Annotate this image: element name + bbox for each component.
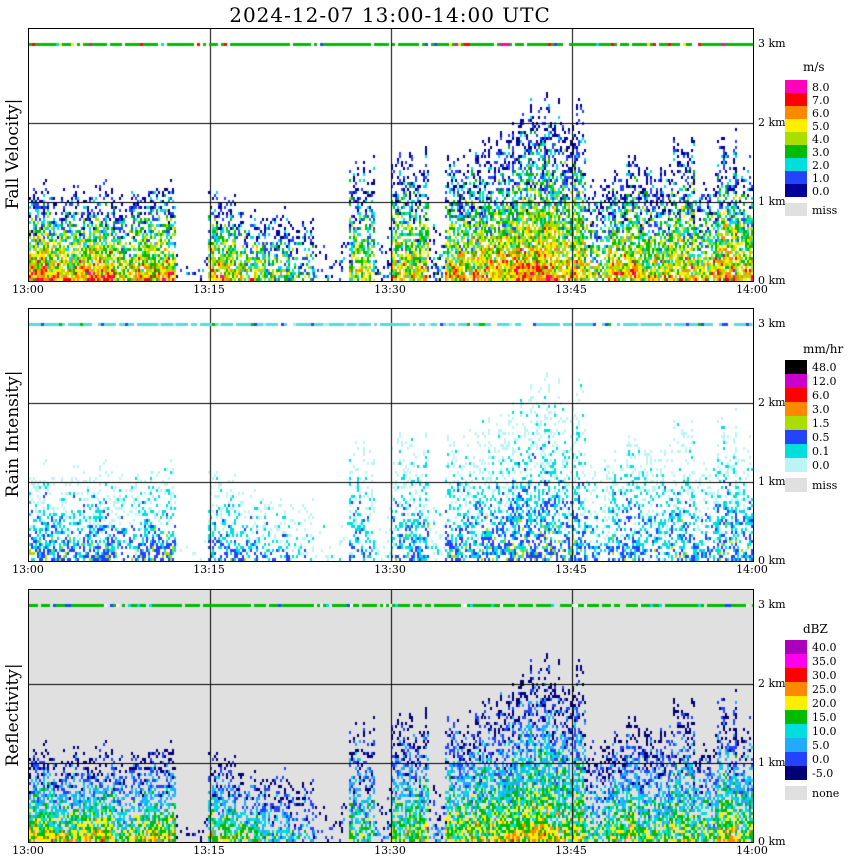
- colorbar-missing-label: none: [812, 787, 840, 800]
- colorbar-cell: [785, 640, 807, 654]
- x-tick-label-reflectivity: 13:00: [12, 844, 44, 857]
- colorbar-cell: [785, 724, 807, 738]
- colorbar-value-label: 35.0: [812, 655, 837, 668]
- colorbar-cell: [785, 93, 807, 106]
- chart-title: 2024-12-07 13:00-14:00 UTC: [229, 3, 551, 27]
- colorbar-cell: [785, 106, 807, 119]
- x-tick-label-rain-intensity: 13:15: [193, 563, 225, 576]
- reflectivity-axis-label: Reflectivity|: [3, 663, 23, 767]
- x-tick-label-fall-velocity: 13:45: [555, 283, 587, 296]
- colorbar-cell: [785, 738, 807, 752]
- colorbar-cell: [785, 710, 807, 724]
- x-tick-label-reflectivity: 13:45: [555, 844, 587, 857]
- height-tick-label: 0 km: [758, 274, 786, 287]
- colorbar-value-label: 20.0: [812, 697, 837, 710]
- height-tick-label: 3 km: [758, 37, 786, 50]
- height-tick-label: 3 km: [758, 317, 786, 330]
- colorbar-value-label: 0.5: [812, 431, 830, 444]
- colorbar-missing-label: miss: [812, 203, 838, 217]
- rain-intensity-axis-label: Rain Intensity|: [3, 370, 23, 498]
- x-tick-label-reflectivity: 14:00: [736, 844, 768, 857]
- colorbar-cell: [785, 766, 807, 780]
- colorbar-cell: [785, 360, 807, 374]
- colorbar-cell: [785, 682, 807, 696]
- height-tick-label: 1 km: [758, 756, 786, 769]
- rain-intensity-heatmap: [28, 308, 754, 562]
- colorbar-value-label: 0.1: [812, 445, 830, 458]
- colorbar-value-label: 1.0: [812, 171, 830, 185]
- x-tick-label-rain-intensity: 13:45: [555, 563, 587, 576]
- colorbar-cell: [785, 668, 807, 682]
- colorbar-value-label: 48.0: [812, 361, 837, 374]
- x-tick-label-fall-velocity: 13:00: [12, 283, 44, 296]
- colorbar-cell: [785, 444, 807, 458]
- colorbar-cell: [785, 145, 807, 158]
- height-tick-label: 1 km: [758, 475, 786, 488]
- colorbar-value-label: 15.0: [812, 711, 837, 724]
- colorbar-cell: [785, 654, 807, 668]
- colorbar-value-label: 6.0: [812, 389, 830, 402]
- colorbar-value-label: 2.0: [812, 158, 830, 172]
- x-tick-label-fall-velocity: 14:00: [736, 283, 768, 296]
- colorbar-value-label: 4.0: [812, 132, 830, 146]
- x-tick-label-fall-velocity: 13:30: [374, 283, 406, 296]
- colorbar-cell: [785, 478, 807, 492]
- colorbar-value-label: 0.0: [812, 184, 830, 198]
- height-tick-label: 0 km: [758, 835, 786, 848]
- colorbar-cell: [785, 416, 807, 430]
- x-tick-label-reflectivity: 13:15: [193, 844, 225, 857]
- colorbar-value-label: 0.0: [812, 753, 830, 766]
- colorbar-value-label: 30.0: [812, 669, 837, 682]
- colorbar-cell: [785, 203, 807, 216]
- colorbar-value-label: 3.0: [812, 145, 830, 159]
- colorbar-value-label: 8.0: [812, 80, 830, 94]
- colorbar-value-label: 5.0: [812, 119, 830, 133]
- colorbar-value-label: 12.0: [812, 375, 837, 388]
- colorbar-value-label: 7.0: [812, 93, 830, 107]
- colorbar-cell: [785, 696, 807, 710]
- colorbar-value-label: 1.5: [812, 417, 830, 430]
- colorbar-value-label: 25.0: [812, 683, 837, 696]
- colorbar-cell: [785, 388, 807, 402]
- colorbar-cell: [785, 458, 807, 472]
- x-tick-label-rain-intensity: 14:00: [736, 563, 768, 576]
- colorbar-cell: [785, 158, 807, 171]
- height-tick-label: 0 km: [758, 554, 786, 567]
- reflectivity-unit-label: dBZ: [803, 622, 828, 636]
- height-tick-label: 2 km: [758, 116, 786, 129]
- colorbar-value-label: 3.0: [812, 403, 830, 416]
- colorbar-value-label: -5.0: [812, 767, 834, 780]
- height-tick-label: 1 km: [758, 195, 786, 208]
- x-tick-label-rain-intensity: 13:30: [374, 563, 406, 576]
- x-tick-label-reflectivity: 13:30: [374, 844, 406, 857]
- colorbar-value-label: 10.0: [812, 725, 837, 738]
- height-tick-label: 3 km: [758, 598, 786, 611]
- reflectivity-heatmap: [28, 589, 754, 843]
- x-tick-label-rain-intensity: 13:00: [12, 563, 44, 576]
- colorbar-cell: [785, 171, 807, 184]
- colorbar-cell: [785, 374, 807, 388]
- rain-intensity-unit-label: mm/hr: [803, 342, 844, 356]
- colorbar-cell: [785, 80, 807, 93]
- colorbar-missing-label: miss: [812, 479, 838, 492]
- height-tick-label: 2 km: [758, 396, 786, 409]
- colorbar-cell: [785, 752, 807, 766]
- colorbar-cell: [785, 430, 807, 444]
- colorbar-value-label: 6.0: [812, 106, 830, 120]
- fall-velocity-unit-label: m/s: [803, 60, 825, 74]
- fall-velocity-heatmap: [28, 28, 754, 282]
- colorbar-value-label: 5.0: [812, 739, 830, 752]
- colorbar-value-label: 40.0: [812, 641, 837, 654]
- colorbar-cell: [785, 402, 807, 416]
- fall-velocity-axis-label: Fall Velocity|: [3, 98, 23, 210]
- x-tick-label-fall-velocity: 13:15: [193, 283, 225, 296]
- colorbar-cell: [785, 132, 807, 145]
- colorbar-cell: [785, 119, 807, 132]
- height-tick-label: 2 km: [758, 677, 786, 690]
- colorbar-cell: [785, 184, 807, 197]
- colorbar-cell: [785, 786, 807, 800]
- colorbar-value-label: 0.0: [812, 459, 830, 472]
